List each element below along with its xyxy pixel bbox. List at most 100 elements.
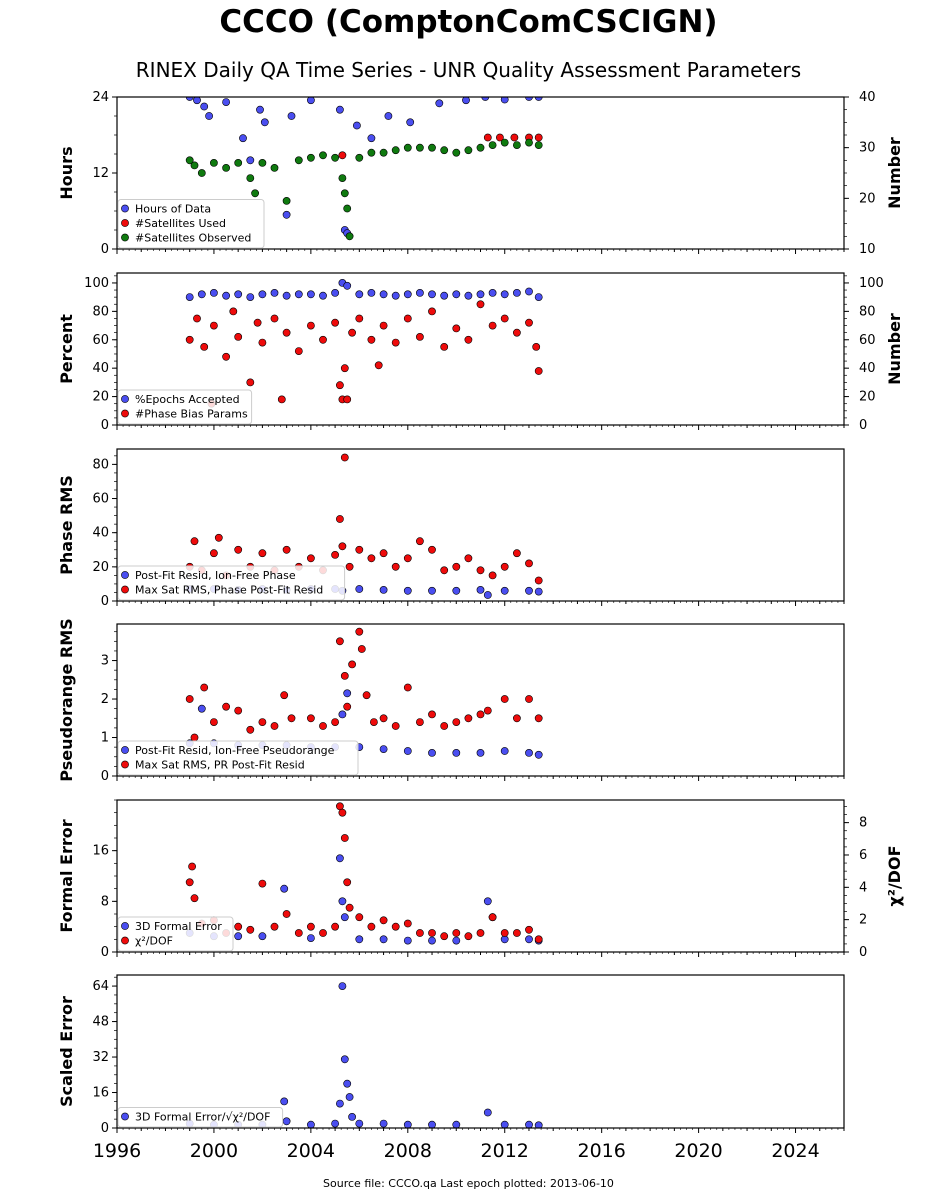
y-tick-label: 32	[92, 1050, 109, 1065]
data-point	[452, 586, 461, 595]
data-point	[367, 148, 376, 157]
data-point	[282, 328, 291, 337]
data-point	[338, 710, 347, 719]
y2-tick-label: 80	[859, 304, 876, 319]
data-point	[282, 545, 291, 554]
data-point	[200, 342, 209, 351]
legend-marker	[121, 233, 129, 242]
data-point	[464, 335, 473, 344]
data-point	[391, 562, 400, 571]
y2-tick-label: 2	[859, 913, 867, 928]
legend-marker	[121, 571, 129, 579]
data-point	[464, 714, 473, 723]
y-tick-label: 20	[92, 560, 109, 575]
data-point	[362, 691, 371, 700]
data-point	[222, 702, 230, 711]
y-tick-label: 48	[92, 1015, 109, 1030]
data-point	[355, 1119, 364, 1128]
legend	[117, 565, 346, 601]
data-point	[222, 352, 230, 361]
legend-marker	[121, 585, 129, 594]
data-point	[246, 293, 255, 301]
plot-frame	[116, 272, 845, 426]
data-point	[319, 722, 327, 730]
data-point	[452, 718, 461, 726]
data-point	[306, 153, 315, 162]
data-point	[258, 932, 267, 941]
data-point	[452, 1120, 461, 1128]
data-point	[428, 749, 436, 757]
data-point	[500, 562, 509, 571]
y-axis-label: Percent	[57, 314, 76, 384]
data-point	[355, 935, 364, 944]
y2-tick-label: 60	[859, 333, 876, 348]
data-point	[415, 929, 424, 937]
data-point	[270, 314, 279, 323]
data-point	[348, 660, 356, 669]
data-point	[185, 156, 194, 165]
data-point	[193, 314, 201, 323]
y-tick-label: 2	[101, 692, 109, 707]
data-point	[340, 672, 349, 680]
y-axis-label: Scaled Error	[57, 996, 76, 1107]
panel-5: 0 8 16 0 2 4 6 8 χ²/DOF Formal Error 3D Formal Err…	[57, 799, 904, 960]
data-point	[307, 1120, 315, 1128]
data-point	[464, 554, 473, 563]
data-point	[379, 935, 388, 944]
data-point	[525, 1120, 533, 1128]
data-point	[345, 1093, 354, 1101]
y2-tick-label: 8	[859, 816, 867, 831]
data-point	[403, 1120, 412, 1128]
y-tick-label: 100	[84, 276, 109, 291]
y-tick-label: 8	[101, 894, 109, 909]
data-point	[403, 586, 412, 595]
data-point	[234, 290, 243, 299]
data-point	[340, 834, 349, 842]
data-point	[428, 290, 436, 299]
markers	[185, 97, 543, 241]
y-tick-label: 16	[92, 1086, 109, 1101]
y2-tick-label: 30	[859, 141, 876, 156]
data-point	[258, 158, 267, 167]
legend-marker	[121, 936, 129, 945]
panel-3: 0 20 40 60 80 Phase RMS Post-Fit Resid, Ion-Fr…	[57, 448, 845, 609]
data-point	[525, 138, 533, 147]
data-point	[500, 97, 509, 104]
legend-label: 3D Formal Error	[135, 920, 222, 933]
data-point	[510, 133, 519, 142]
data-point	[483, 706, 492, 715]
y-tick-label: 0	[101, 769, 109, 784]
data-point	[488, 571, 497, 580]
data-point	[319, 151, 327, 160]
legend-label: #Satellites Observed	[135, 232, 251, 245]
data-point	[319, 335, 327, 344]
data-point	[205, 112, 213, 120]
data-point	[294, 156, 303, 165]
data-point	[500, 695, 509, 703]
data-point	[462, 97, 470, 105]
data-point	[357, 645, 366, 653]
y2-tick-label: 0	[859, 418, 867, 433]
data-point	[534, 133, 543, 142]
data-point	[483, 133, 492, 142]
y-tick-label: 1	[101, 731, 109, 746]
data-point	[534, 293, 543, 301]
data-point	[343, 204, 352, 213]
data-point	[476, 566, 485, 575]
data-point	[185, 335, 194, 344]
data-point	[338, 982, 347, 990]
chart-subtitle: RINEX Daily QA Time Series - UNR Quality…	[135, 58, 802, 82]
data-point	[214, 533, 223, 542]
y-tick-label: 3	[101, 654, 109, 669]
data-point	[513, 328, 521, 337]
data-point	[253, 318, 262, 327]
y2-tick-label: 20	[859, 191, 876, 206]
data-point	[500, 747, 509, 755]
data-point	[534, 576, 543, 585]
data-point	[251, 189, 259, 198]
data-point	[345, 232, 354, 241]
legend-label: %Epochs Accepted	[135, 393, 240, 406]
data-point	[440, 722, 449, 730]
data-point	[246, 174, 255, 182]
